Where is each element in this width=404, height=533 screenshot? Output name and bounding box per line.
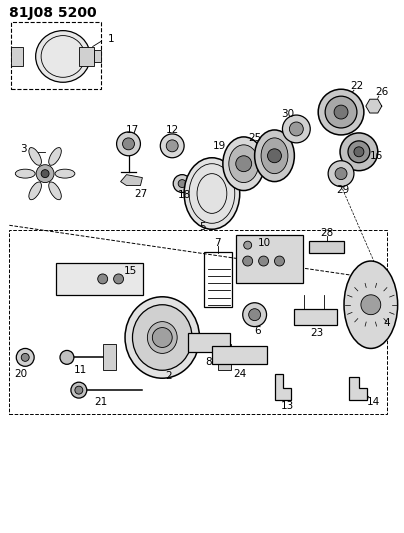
Text: 5: 5: [199, 222, 205, 232]
Circle shape: [267, 149, 282, 163]
Circle shape: [122, 138, 135, 150]
Ellipse shape: [49, 182, 61, 200]
Circle shape: [243, 256, 252, 266]
Polygon shape: [295, 309, 337, 325]
Ellipse shape: [223, 137, 265, 190]
Text: 21: 21: [94, 397, 107, 407]
FancyBboxPatch shape: [79, 46, 94, 67]
Ellipse shape: [15, 169, 35, 178]
Text: 27: 27: [134, 189, 147, 198]
Ellipse shape: [229, 145, 259, 183]
Ellipse shape: [36, 30, 90, 82]
Polygon shape: [276, 374, 291, 400]
Ellipse shape: [255, 130, 295, 182]
Text: 28: 28: [320, 228, 334, 238]
Circle shape: [166, 140, 178, 152]
Circle shape: [361, 295, 381, 314]
Circle shape: [236, 156, 252, 172]
Text: 3: 3: [20, 144, 27, 154]
Text: 4: 4: [383, 318, 390, 328]
Text: 26: 26: [375, 87, 388, 97]
Circle shape: [16, 349, 34, 366]
Text: 6: 6: [254, 326, 261, 336]
Polygon shape: [349, 377, 367, 400]
Circle shape: [75, 386, 83, 394]
Circle shape: [117, 132, 141, 156]
Circle shape: [152, 328, 172, 348]
Circle shape: [325, 96, 357, 128]
Circle shape: [21, 353, 29, 361]
FancyBboxPatch shape: [103, 344, 116, 370]
Circle shape: [60, 350, 74, 365]
FancyBboxPatch shape: [11, 46, 23, 67]
Text: 17: 17: [126, 125, 139, 135]
Text: 22: 22: [350, 81, 364, 91]
Ellipse shape: [261, 138, 288, 174]
Text: 29: 29: [337, 184, 349, 195]
Ellipse shape: [133, 305, 192, 370]
Ellipse shape: [125, 297, 200, 378]
Text: 14: 14: [367, 397, 381, 407]
Text: 23: 23: [311, 328, 324, 337]
Text: 12: 12: [166, 125, 179, 135]
FancyBboxPatch shape: [56, 263, 143, 295]
FancyBboxPatch shape: [94, 51, 101, 62]
Ellipse shape: [344, 261, 398, 349]
Circle shape: [282, 115, 310, 143]
Polygon shape: [120, 175, 143, 185]
Circle shape: [289, 122, 303, 136]
Text: 16: 16: [370, 151, 383, 161]
Circle shape: [348, 141, 370, 163]
Circle shape: [340, 133, 378, 171]
Ellipse shape: [49, 148, 61, 165]
Circle shape: [335, 168, 347, 180]
Circle shape: [98, 274, 107, 284]
Text: 15: 15: [124, 266, 137, 276]
Circle shape: [249, 309, 261, 321]
Ellipse shape: [29, 182, 42, 200]
Text: 81J08 5200: 81J08 5200: [9, 6, 97, 20]
Circle shape: [71, 382, 87, 398]
Circle shape: [259, 256, 269, 266]
Circle shape: [328, 161, 354, 187]
Circle shape: [334, 105, 348, 119]
Circle shape: [160, 134, 184, 158]
Circle shape: [114, 274, 124, 284]
Text: 13: 13: [281, 401, 294, 411]
Circle shape: [274, 256, 284, 266]
FancyBboxPatch shape: [212, 346, 267, 365]
Text: 20: 20: [15, 369, 28, 379]
Polygon shape: [309, 241, 344, 253]
Text: 24: 24: [233, 369, 246, 379]
Circle shape: [173, 175, 191, 192]
Circle shape: [354, 147, 364, 157]
Ellipse shape: [29, 148, 42, 165]
Polygon shape: [366, 99, 382, 113]
Text: 11: 11: [74, 365, 87, 375]
FancyBboxPatch shape: [236, 235, 303, 283]
FancyBboxPatch shape: [188, 333, 230, 352]
Text: 19: 19: [213, 141, 227, 151]
Circle shape: [36, 165, 54, 183]
Text: 18: 18: [177, 190, 191, 200]
Circle shape: [244, 241, 252, 249]
Text: 1: 1: [107, 34, 114, 44]
Circle shape: [243, 303, 267, 327]
Text: 2: 2: [165, 372, 172, 381]
Circle shape: [41, 169, 49, 177]
Circle shape: [178, 180, 186, 188]
Text: 25: 25: [248, 133, 261, 143]
Text: 10: 10: [258, 238, 271, 248]
FancyBboxPatch shape: [218, 344, 231, 370]
Text: 7: 7: [215, 238, 221, 248]
Text: 8: 8: [206, 357, 212, 367]
Ellipse shape: [184, 158, 240, 229]
Text: 30: 30: [281, 109, 294, 119]
Ellipse shape: [147, 321, 177, 353]
Circle shape: [318, 89, 364, 135]
Ellipse shape: [55, 169, 75, 178]
